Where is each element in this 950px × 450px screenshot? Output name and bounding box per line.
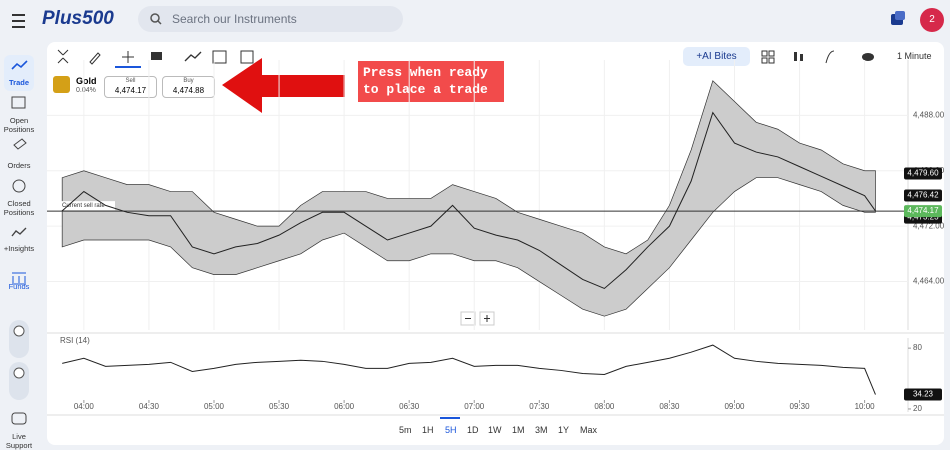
buy-label: Buy (183, 78, 194, 84)
annotation-line: Press when ready (363, 65, 488, 80)
active-nav-bg (4, 55, 34, 91)
chart-card (47, 42, 944, 445)
range-button[interactable]: 5H (445, 425, 457, 435)
instrument-name: Gold (76, 76, 97, 86)
range-button[interactable]: 3M (535, 425, 548, 435)
buy-price: 4,474.88 (172, 86, 205, 95)
nav-open-positions[interactable]: Open Positions (3, 116, 35, 134)
range-button[interactable]: 1D (467, 425, 479, 435)
instrument-change: 0.04% (76, 87, 96, 94)
nav-closed-positions[interactable]: Closed Positions (3, 199, 35, 217)
annotation-box: Press when ready to place a trade (358, 61, 504, 102)
menu-icon[interactable] (12, 14, 25, 28)
sell-label: Sell (125, 78, 136, 84)
sell-price: 4,474.17 (114, 86, 147, 95)
account-icon[interactable] (889, 10, 907, 28)
range-button[interactable]: 1M (512, 425, 525, 435)
range-button[interactable]: 5m (399, 425, 412, 435)
ai-bites-button[interactable]: +AI Bites (683, 47, 750, 66)
nav-trade[interactable]: Trade (8, 78, 29, 87)
nav-funds[interactable]: Funds (8, 282, 30, 291)
toolbar-icons[interactable] (55, 46, 275, 68)
instrument-panel: Gold 0.04% Sell 4,474.17 Buy 4,474.88 (53, 74, 218, 98)
toolbar-right-icons[interactable] (760, 48, 890, 66)
avatar[interactable]: 2 (920, 8, 944, 32)
nav-live-support[interactable]: Live Support (5, 432, 33, 450)
logo[interactable]: Plus500 (42, 8, 114, 29)
range-button[interactable]: Max (580, 425, 598, 435)
range-button[interactable]: 1Y (558, 425, 570, 435)
annotation-line: to place a trade (363, 82, 488, 97)
range-button[interactable]: 1H (422, 425, 434, 435)
search-icon (150, 13, 162, 25)
search-bar[interactable]: Search our Instruments (138, 6, 403, 32)
sell-button[interactable]: Sell 4,474.17 (104, 76, 157, 98)
search-placeholder: Search our Instruments (172, 12, 297, 26)
range-button[interactable]: 1W (488, 425, 502, 435)
nav-icons (9, 60, 29, 425)
nav-insights[interactable]: +Insights (3, 244, 35, 253)
active-range-indicator (440, 417, 460, 419)
gold-icon (53, 76, 70, 93)
buy-button[interactable]: Buy 4,474.88 (162, 76, 215, 98)
nav-orders[interactable]: Orders (7, 161, 31, 170)
interval-selector[interactable]: 1 Minute (897, 51, 932, 61)
